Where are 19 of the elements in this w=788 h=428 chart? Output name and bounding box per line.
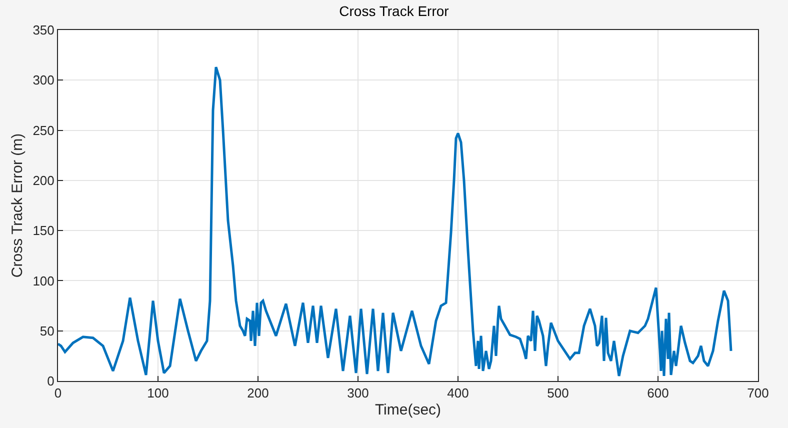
y-tick-label: 200 [32, 172, 54, 188]
y-tick-label: 250 [32, 122, 54, 138]
x-tick-label: 400 [447, 386, 469, 401]
y-tick-label: 0 [47, 374, 54, 389]
y-tick-label: 100 [32, 273, 54, 288]
x-tick-label: 100 [147, 386, 169, 401]
x-tick-label: 300 [347, 386, 369, 401]
chart-title: Cross Track Error [339, 3, 450, 20]
y-tick-label: 150 [32, 223, 54, 238]
y-axis-title: Cross Track Error (m) [8, 133, 26, 278]
x-tick-label: 600 [647, 386, 669, 401]
x-tick-label: 500 [547, 386, 569, 401]
y-tick-label: 350 [32, 22, 54, 38]
x-tick-label: 200 [247, 386, 269, 401]
line-series [58, 66, 732, 378]
y-tick-label: 50 [40, 323, 54, 338]
x-axis-title: Time(sec) [374, 402, 442, 419]
y-tick-label: 300 [32, 72, 54, 88]
x-tick-label: 700 [747, 386, 769, 401]
